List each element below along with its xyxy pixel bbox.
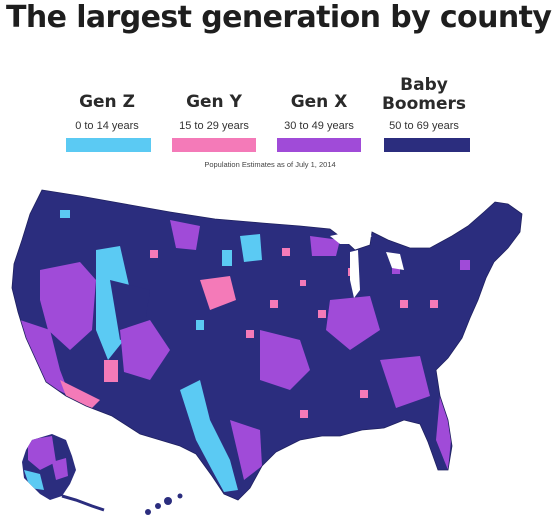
legend-swatch-gen-z: [66, 138, 151, 152]
legend-label: Baby Boomers: [381, 75, 467, 114]
hawaii-island: [177, 493, 183, 499]
legend-label: Gen X: [290, 92, 348, 112]
legend-item-gen-x: Gen X: [273, 86, 365, 112]
lake-superior: [330, 230, 372, 244]
legend-item-gen-y: Gen Y: [168, 86, 260, 112]
legend-range: 0 to 14 years: [75, 120, 139, 132]
lake-huron: [386, 252, 404, 270]
legend-item-gen-z: Gen Z: [61, 86, 153, 112]
legend-range: 30 to 49 years: [284, 120, 354, 132]
aleutian-islands: [61, 494, 105, 512]
legend-label: Gen Y: [186, 92, 242, 112]
legend-label: Gen Z: [79, 92, 135, 112]
legend-item-baby-boomers: Baby Boomers: [378, 70, 470, 114]
legend-swatch-gen-x: [277, 138, 361, 152]
hawaii-island: [164, 497, 172, 505]
hawaii-island: [155, 503, 161, 509]
legend: Gen Z 0 to 14 years Gen Y 15 to 29 years…: [0, 0, 552, 180]
legend-swatch-gen-y: [172, 138, 256, 152]
lake-michigan: [350, 250, 360, 298]
legend-swatch-baby-boomers: [384, 138, 470, 152]
alaska-map: [22, 434, 76, 500]
source-note: Population Estimates as of July 1, 2014: [204, 160, 336, 169]
hawaii-island: [145, 509, 151, 515]
legend-range: 15 to 29 years: [179, 120, 249, 132]
lower48-map: [12, 190, 522, 500]
map-title: The largest generation by county: [6, 0, 552, 35]
legend-range: 50 to 69 years: [389, 120, 459, 132]
